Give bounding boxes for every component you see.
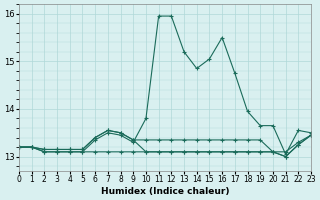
X-axis label: Humidex (Indice chaleur): Humidex (Indice chaleur) xyxy=(101,187,229,196)
